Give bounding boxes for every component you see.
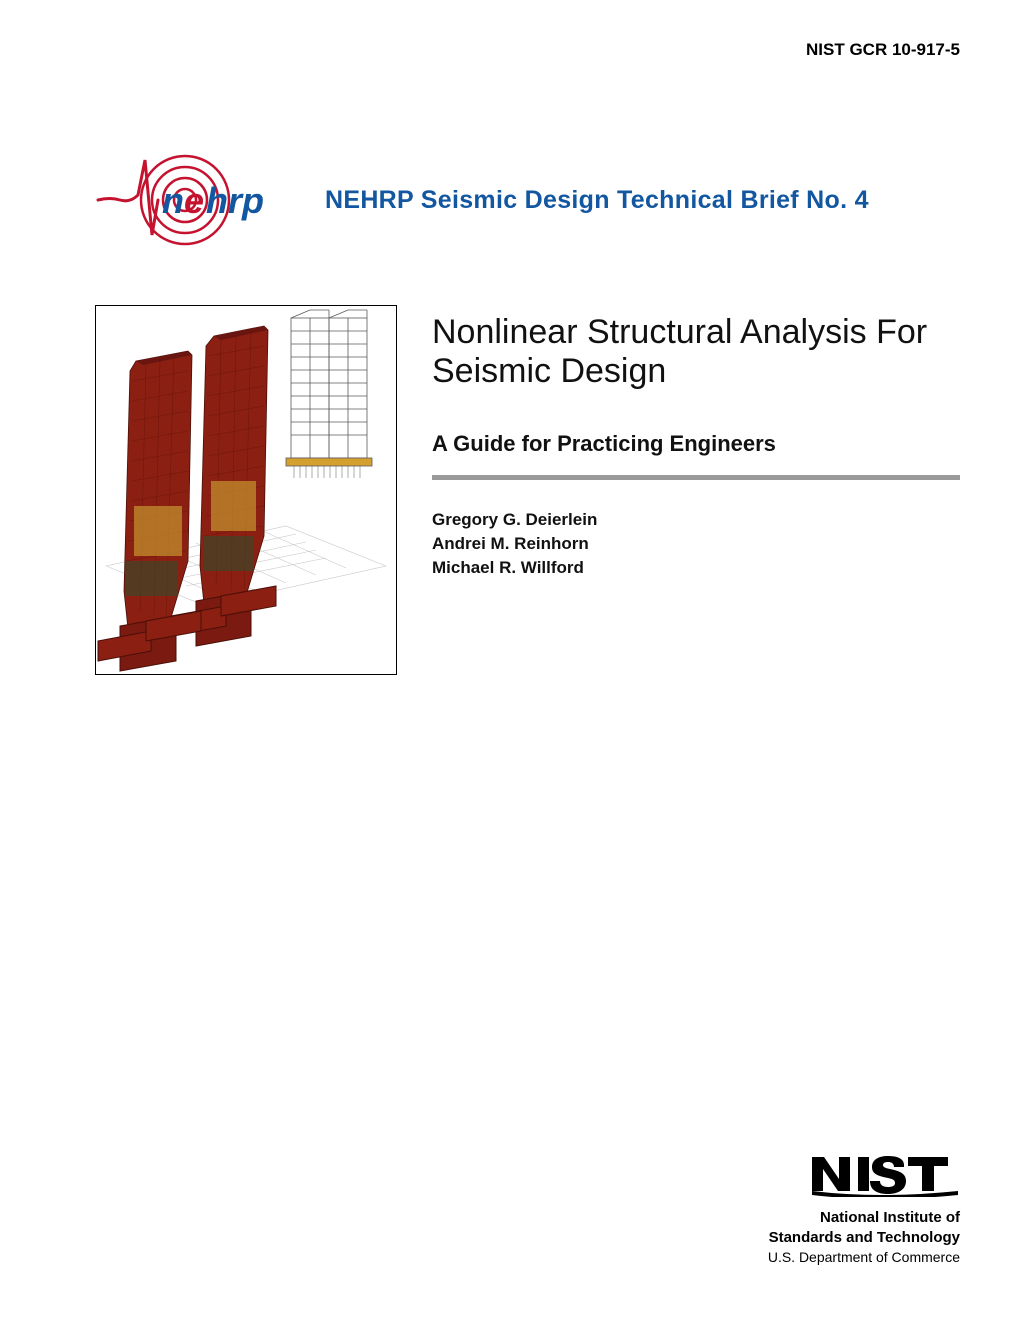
series-title: NEHRP Seismic Design Technical Brief No.… [325,186,869,215]
nist-block: National Institute of Standards and Tech… [768,1155,960,1265]
divider [432,475,960,480]
svg-text:n: n [162,180,184,221]
nist-org-name: National Institute of Standards and Tech… [768,1208,960,1247]
content-row: Nonlinear Structural Analysis For Seismi… [95,305,960,675]
nist-logo [810,1155,960,1202]
main-title: Nonlinear Structural Analysis For Seismi… [432,313,960,391]
subtitle: A Guide for Practicing Engineers [432,431,960,457]
svg-text:e: e [184,180,204,221]
nehrp-logo: n e hrp [90,145,300,255]
authors-list: Gregory G. Deierlein Andrei M. Reinhorn … [432,508,960,579]
nist-department: U.S. Department of Commerce [768,1249,960,1265]
header-row: n e hrp NEHRP Seismic Design Technical B… [90,145,960,255]
author: Michael R. Willford [432,556,960,580]
cover-figure [95,305,397,675]
document-id: NIST GCR 10-917-5 [806,40,960,60]
author: Gregory G. Deierlein [432,508,960,532]
title-column: Nonlinear Structural Analysis For Seismi… [432,305,960,580]
svg-text:hrp: hrp [206,180,264,221]
author: Andrei M. Reinhorn [432,532,960,556]
